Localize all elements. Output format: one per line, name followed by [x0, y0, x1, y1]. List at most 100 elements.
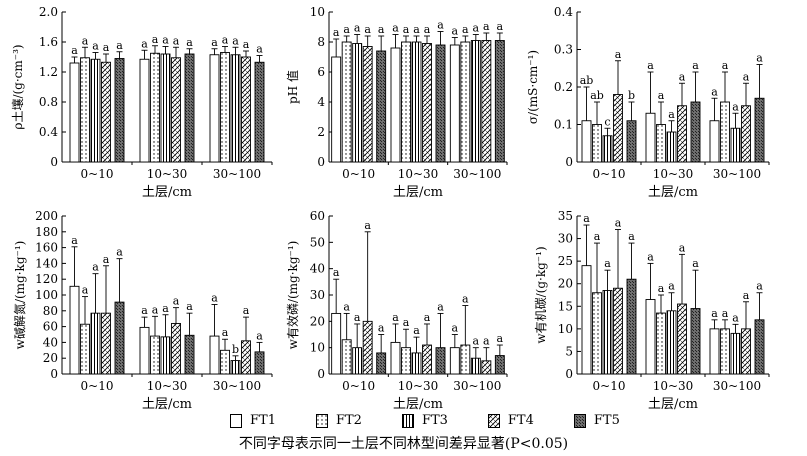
legend-swatch	[573, 413, 586, 428]
category-label: 10~30	[398, 379, 439, 393]
y-tick-label: 20	[558, 277, 573, 291]
bar-ft3	[602, 135, 613, 163]
significance-letter: a	[103, 41, 110, 54]
legend: FT1 FT2 FT3 FT4 FT5	[230, 413, 620, 428]
bar-ft2	[80, 323, 90, 375]
significance-letter: a	[583, 212, 590, 225]
significance-letter: a	[483, 20, 490, 33]
bar-ft3	[730, 332, 741, 375]
significance-letter: a	[378, 322, 385, 335]
significance-letter: a	[152, 33, 159, 46]
category-label: 30~100	[453, 379, 501, 393]
bar-ft5	[754, 319, 765, 375]
y-tick-label: 30	[558, 232, 573, 246]
bar-ft5	[435, 347, 446, 375]
bar-ft4	[362, 46, 373, 163]
y-tick-label: 1.2	[39, 65, 58, 79]
significance-letter: a	[658, 89, 665, 102]
bar-ft1	[581, 265, 592, 375]
significance-letter: a	[354, 311, 361, 324]
significance-letter: b	[232, 343, 239, 356]
y-tick-label: 0.4	[554, 5, 573, 19]
y-tick-label: 10	[558, 322, 573, 336]
bar-ft5	[754, 97, 765, 163]
significance-letter: a	[692, 257, 699, 270]
y-tick-label: 6	[317, 65, 325, 79]
bar-ft2	[150, 335, 160, 375]
significance-letter: a	[222, 34, 229, 47]
bar-ft3	[470, 40, 481, 163]
significance-letter: a	[615, 48, 622, 61]
y-tick-label: 25	[558, 254, 573, 268]
bar-ft2	[720, 328, 730, 375]
bar-ft3	[160, 336, 171, 375]
significance-letter: a	[71, 234, 78, 247]
significance-letter: a	[413, 23, 420, 36]
bar-ft5	[254, 61, 265, 163]
bar-ft3	[160, 53, 171, 163]
bar-ft4	[362, 320, 373, 375]
bar-ft3	[90, 312, 101, 375]
legend-label: FT5	[593, 413, 620, 428]
bar-ft3	[411, 352, 422, 375]
bar-ft2	[220, 52, 230, 163]
significance-letter: a	[116, 39, 123, 52]
significance-letter: a	[711, 85, 718, 98]
bar-ft2	[80, 57, 90, 163]
bar-ft4	[741, 105, 751, 163]
bar-ft4	[171, 322, 181, 375]
significance-letter: a	[413, 324, 420, 337]
category-label: 30~100	[713, 379, 761, 393]
significance-letter: a	[437, 300, 444, 313]
significance-letter: a	[243, 304, 250, 317]
bar-ft1	[69, 285, 80, 375]
x-axis-label: 土层/cm	[393, 185, 443, 200]
bar-ft2	[460, 41, 471, 163]
significance-letter: a	[162, 34, 169, 47]
y-tick-label: 0.4	[39, 125, 58, 139]
y-tick-label: 0.1	[554, 118, 573, 132]
bar-ft1	[209, 54, 220, 163]
significance-letter: a	[211, 36, 218, 49]
significance-letter: c	[604, 115, 610, 128]
bar-ft5	[626, 120, 637, 163]
bar-ft3	[230, 360, 241, 375]
y-tick-label: 10	[310, 5, 325, 19]
significance-letter: a	[173, 295, 180, 308]
significance-letter: a	[462, 23, 469, 36]
bar-ft1	[69, 62, 80, 163]
bar-ft3	[470, 357, 481, 375]
bar-ft1	[709, 328, 720, 375]
y-tick-label: 0	[565, 155, 573, 169]
bar-ft5	[626, 278, 637, 375]
bar-ft3	[90, 58, 101, 163]
bar-ft1	[139, 326, 150, 375]
figure-caption: 不同字母表示同一土层不同林型间差异显著(P<0.05)	[238, 436, 569, 452]
significance-letter: a	[743, 289, 750, 302]
bar-ft5	[376, 50, 387, 163]
significance-letter: a	[452, 322, 459, 335]
significance-letter: a	[473, 22, 480, 35]
bar-ft1	[645, 299, 656, 375]
significance-letter: a	[647, 59, 654, 72]
legend-item-ft2: FT2	[315, 413, 362, 428]
significance-letter: a	[256, 329, 263, 342]
bar-ft3	[666, 131, 677, 163]
bar-ft4	[241, 56, 251, 163]
y-tick-label: 15	[558, 299, 573, 313]
legend-label: FT1	[250, 413, 276, 428]
bar-ft2	[460, 344, 471, 375]
legend-item-ft1: FT1	[230, 413, 276, 428]
chart-panel-3: 00.10.20.30.4σ/(mS·cm⁻¹)0~10ababcab10~30…	[526, 5, 770, 200]
significance-letter: a	[424, 23, 431, 36]
y-tick-label: 0.8	[39, 95, 58, 109]
significance-letter: a	[403, 316, 410, 329]
y-tick-label: 50	[310, 235, 325, 249]
significance-letter: a	[604, 257, 611, 270]
significance-letter: a	[343, 23, 350, 36]
bar-ft2	[220, 349, 230, 375]
legend-label: FT4	[507, 413, 534, 428]
x-axis-label: 土层/cm	[648, 185, 698, 200]
